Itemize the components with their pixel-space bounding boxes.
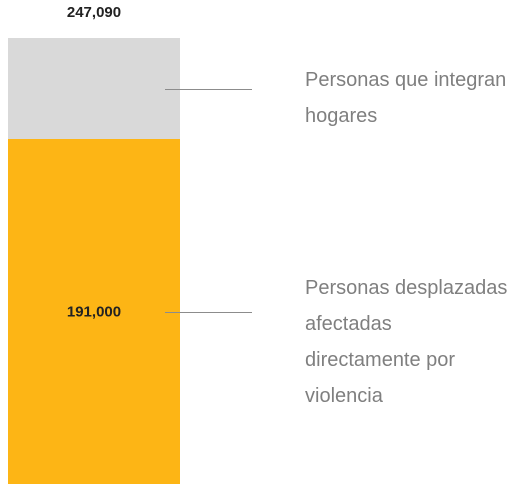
- bar-segment: [8, 38, 180, 140]
- segment-name: Personas que integran hogares: [305, 68, 507, 127]
- leader-line: [165, 311, 252, 313]
- segment-name: Personas desplazadas afectadas directame…: [305, 276, 508, 407]
- bar-segment: [8, 139, 180, 484]
- leader-line: [165, 88, 252, 90]
- value-label: 191,000: [66, 303, 122, 321]
- total-label: 247,090: [66, 4, 122, 21]
